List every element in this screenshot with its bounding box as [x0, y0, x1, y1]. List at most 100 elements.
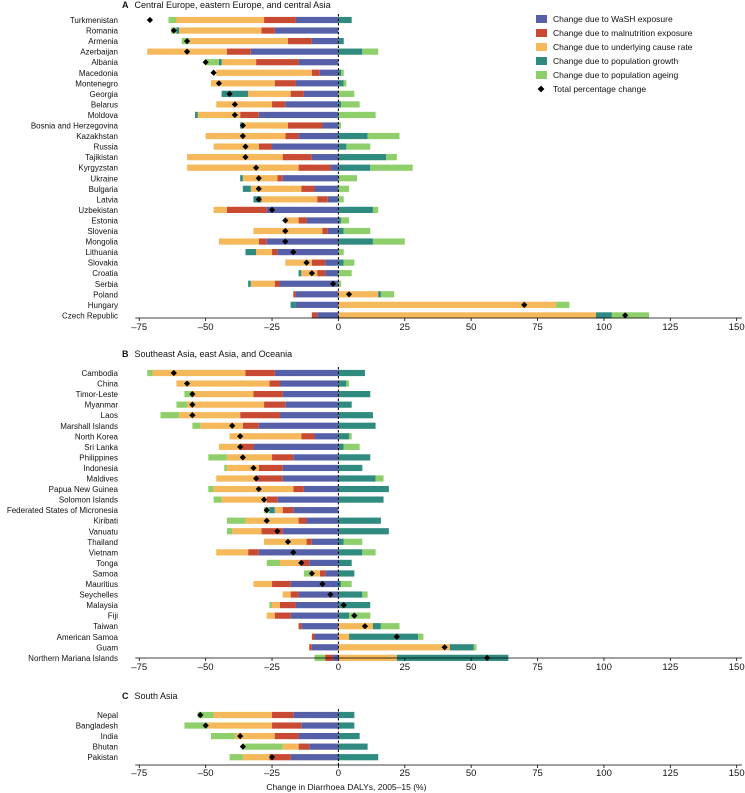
- bar-segment-ageing: [168, 16, 177, 24]
- bar-segment-growth: [338, 528, 389, 535]
- bar-segment-ageing: [343, 259, 355, 266]
- bar-segment-malnutrition: [272, 711, 294, 719]
- total-change-marker: [226, 90, 233, 97]
- bar-segment-growth: [338, 422, 376, 429]
- legend-swatch-wash: [536, 15, 547, 23]
- country-row: Indonesia: [83, 464, 363, 473]
- country-label: Bhutan: [93, 743, 118, 752]
- country-label: Macedonia: [79, 69, 119, 78]
- total-change-marker: [361, 623, 369, 630]
- bar-segment-wash: [293, 711, 339, 719]
- country-row: Sri Lanka: [84, 443, 360, 452]
- total-change-marker: [189, 412, 196, 419]
- x-tick-label: –50: [198, 322, 214, 333]
- bar-segment-malnutrition: [311, 259, 326, 266]
- x-tick-label: –75: [131, 322, 147, 333]
- x-tick-label: 25: [400, 768, 411, 779]
- bar-segment-growth: [242, 185, 251, 192]
- bar-segment-malnutrition: [245, 369, 275, 377]
- country-label: Vanuatu: [89, 527, 118, 536]
- country-row: Solomon Islands: [59, 496, 384, 505]
- country-label: Kazakhstan: [76, 132, 118, 141]
- country-label: Sri Lanka: [84, 443, 118, 452]
- bar-segment-growth: [338, 48, 363, 55]
- country-row: Uzbekistan: [78, 206, 379, 215]
- bar-segment-wash: [285, 401, 339, 408]
- country-row: Timor-Leste: [76, 390, 371, 399]
- bar-segment-malnutrition: [272, 249, 278, 256]
- bar-segment-growth: [338, 69, 342, 76]
- x-tick-label: 150: [729, 768, 745, 779]
- country-label: China: [97, 380, 118, 389]
- country-row: Bosnia and Herzegovina: [31, 122, 342, 131]
- x-tick-label: 100: [596, 322, 612, 333]
- country-label: Belarus: [91, 100, 118, 109]
- total-change-marker: [197, 711, 204, 719]
- bar-segment-wash: [258, 549, 339, 556]
- bar-segment-malnutrition: [240, 412, 280, 419]
- x-tick-label: 125: [662, 768, 678, 779]
- bar-segment-growth: [338, 238, 373, 245]
- bar-segment-growth: [338, 143, 347, 150]
- country-row: Montenegro: [75, 79, 347, 88]
- country-row: Macedonia: [79, 69, 344, 78]
- bar-segment-growth: [298, 270, 302, 277]
- total-change-marker: [351, 612, 358, 619]
- total-change-marker: [170, 27, 177, 34]
- bar-segment-growth: [338, 743, 368, 750]
- bar-segment-malnutrition: [285, 132, 299, 140]
- bar-segment-malnutrition: [287, 122, 323, 129]
- total-change-marker: [308, 270, 315, 277]
- total-change-marker: [253, 164, 260, 171]
- bar-segment-ageing: [418, 633, 424, 640]
- bar-segment-cause: [216, 69, 312, 76]
- bar-segment-wash: [293, 454, 339, 461]
- bar-segment-malnutrition: [301, 185, 315, 192]
- bar-segment-ageing: [266, 559, 280, 566]
- bar-segment-cause: [216, 101, 273, 108]
- country-row: Seychelles: [79, 591, 368, 600]
- bar-segment-ageing: [338, 280, 342, 287]
- country-label: American Samoa: [57, 633, 119, 642]
- bar-segment-malnutrition: [311, 312, 318, 319]
- bar-segment-malnutrition: [311, 633, 315, 640]
- bar-segment-ageing: [338, 185, 350, 192]
- total-change-marker: [441, 644, 448, 651]
- bar-segment-wash: [298, 591, 339, 598]
- bar-segment-cause: [213, 485, 294, 493]
- legend-label: Total percentage change: [553, 84, 646, 94]
- bar-segment-ageing: [197, 711, 214, 719]
- country-row: Mongolia: [86, 238, 405, 247]
- bar-segment-cause: [338, 644, 450, 651]
- bar-segment-ageing: [226, 517, 246, 524]
- country-label: Lithuania: [86, 248, 119, 257]
- bar-segment-wash: [282, 528, 339, 535]
- bar-segment-cause: [229, 433, 302, 440]
- total-change-marker: [239, 743, 246, 750]
- bar-segment-malnutrition: [311, 69, 320, 76]
- country-label: Papua New Guinea: [49, 485, 119, 494]
- bar-segment-growth: [338, 559, 352, 566]
- bar-segment-malnutrition: [258, 464, 283, 472]
- country-row: Estonia: [91, 216, 350, 225]
- bar-segment-ageing: [176, 401, 188, 408]
- bar-segment-ageing: [372, 238, 405, 245]
- bar-segment-wash: [325, 270, 339, 277]
- bar-segment-malnutrition: [290, 90, 304, 97]
- bar-segment-cause: [187, 164, 299, 171]
- total-change-marker: [183, 38, 191, 45]
- bar-segment-cause: [210, 80, 275, 87]
- total-change-marker: [255, 185, 262, 192]
- country-row: Federated States of Micronesia: [7, 506, 339, 515]
- total-change-marker: [330, 280, 337, 287]
- country-label: Kyrgyzstan: [78, 164, 118, 173]
- bar-segment-growth: [338, 38, 344, 45]
- bar-segment-malnutrition: [266, 496, 278, 503]
- legend-swatch-total: [537, 85, 545, 93]
- total-change-marker: [237, 733, 244, 740]
- bar-segment-ageing: [192, 422, 201, 429]
- bar-segment-cause: [282, 591, 291, 598]
- country-label: Guam: [96, 643, 118, 652]
- bar-segment-wash: [298, 132, 339, 140]
